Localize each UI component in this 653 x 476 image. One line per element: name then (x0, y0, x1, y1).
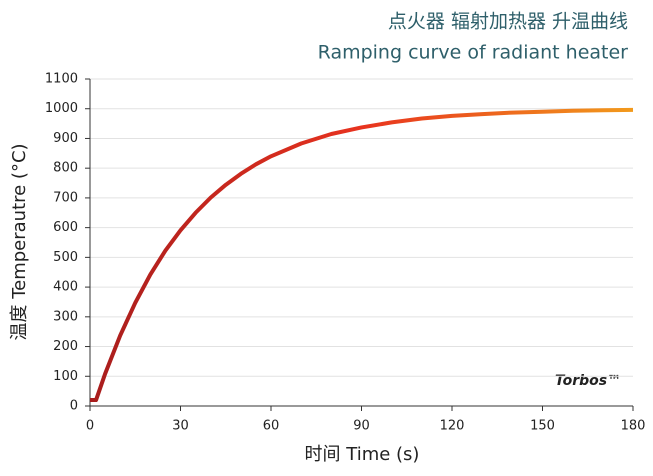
y-tick-label: 1000 (45, 101, 78, 116)
x-tick-label: 60 (263, 419, 280, 434)
y-axis-label: 温度 Temperautre (°C) (9, 143, 30, 340)
y-tick-label: 1100 (45, 72, 78, 87)
x-axis-label: 时间 Time (s) (305, 444, 420, 465)
x-tick-label: 30 (172, 419, 189, 434)
y-tick-label: 200 (53, 339, 78, 354)
watermark: Torbos™ (555, 373, 621, 389)
data-line (90, 107, 634, 403)
x-tick-label: 0 (86, 419, 94, 434)
y-tick-label: 100 (53, 369, 78, 384)
y-tick-label: 0 (70, 399, 78, 414)
x-tick-label: 90 (353, 419, 370, 434)
y-tick-label: 800 (53, 161, 78, 176)
x-tick-label: 150 (530, 419, 555, 434)
y-tick-label: 600 (53, 220, 78, 235)
y-tick-label: 400 (53, 280, 78, 295)
y-tick-label: 300 (53, 309, 78, 324)
x-tick-label: 120 (440, 419, 465, 434)
y-tick-label: 700 (53, 190, 78, 205)
y-tick-label: 900 (53, 131, 78, 146)
x-tick-label: 180 (621, 419, 646, 434)
y-tick-label: 500 (53, 250, 78, 265)
chart-subtitle: Ramping curve of radiant heater (318, 42, 629, 64)
chart-title: 点火器 辐射加热器 升温曲线 (388, 11, 628, 33)
